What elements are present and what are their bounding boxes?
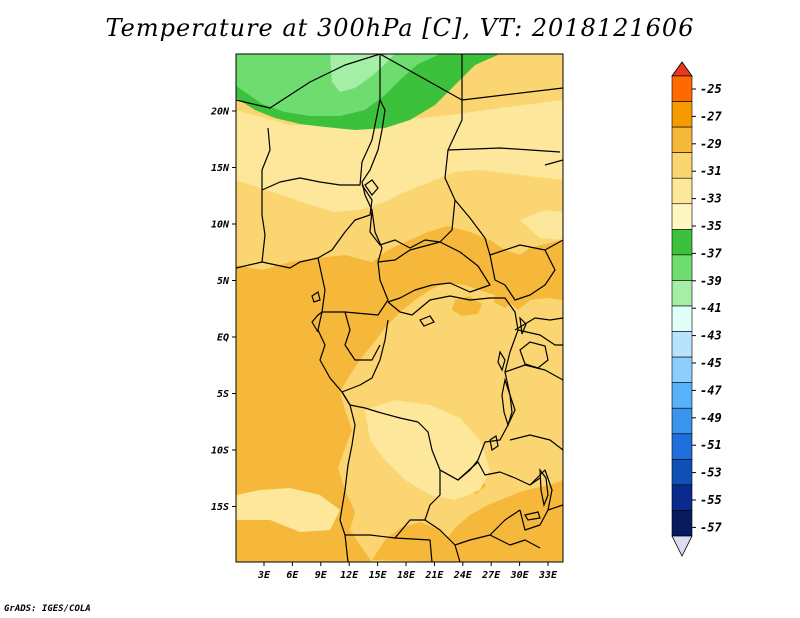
lat-tick-label: 10S — [211, 446, 229, 457]
band-t-41-43 — [330, 54, 395, 92]
colorbar-segment — [671, 280, 693, 307]
colorbar-segment — [671, 101, 693, 128]
colorbar-label: -43 — [700, 329, 722, 343]
lake-chad — [364, 179, 379, 196]
region-west-ocean-warm — [236, 226, 563, 562]
region-south-light — [236, 488, 340, 532]
colorbar-segment — [671, 229, 693, 256]
lake-kariba — [524, 511, 541, 521]
lat-tick-label: 20N — [210, 107, 230, 118]
lon-tick-label: 30E — [510, 570, 530, 581]
country-borders — [236, 54, 563, 562]
lake-mweru — [489, 435, 499, 451]
colorbar-segment — [671, 254, 693, 281]
credit-label: GrADS: IGES/COLA — [4, 604, 91, 614]
region-southwest-warm — [372, 522, 455, 562]
colorbar-label: -49 — [700, 411, 722, 425]
colorbar-bottom-arrow — [671, 535, 693, 557]
lon-tick-label: 18E — [397, 570, 416, 581]
lon-tick-label: 33E — [538, 570, 558, 581]
colorbar-segment — [671, 75, 693, 102]
lon-tick-label: 12E — [340, 570, 359, 581]
lon-tick-label: 21E — [424, 570, 444, 581]
colorbar-label: -55 — [700, 493, 722, 507]
lat-tick-label: 5N — [217, 276, 230, 287]
region-south-warm — [430, 480, 563, 562]
lat-tick-label: 15S — [211, 502, 229, 513]
map-frame — [235, 53, 564, 563]
lat-tick-label: 5S — [217, 389, 229, 400]
lat-axis: 20N 15N 10N 5N EQ 5S 10S 15S — [210, 107, 236, 513]
lat-tick-label: 10N — [211, 220, 230, 231]
colorbar-label: -31 — [700, 164, 722, 178]
colorbar-segment — [671, 356, 693, 383]
lake-albert — [519, 316, 527, 335]
colorbar-label: -27 — [700, 109, 722, 123]
colorbar-label: -39 — [700, 274, 722, 288]
colorbar-label: -25 — [700, 82, 722, 96]
colorbar-label: -37 — [700, 246, 722, 260]
colorbar-label: -45 — [700, 356, 722, 370]
colorbar-label: -53 — [700, 466, 722, 480]
region-central-blobs — [452, 288, 515, 494]
lon-tick-label: 15E — [369, 570, 388, 581]
lon-tick-label: 9E — [315, 570, 328, 581]
lat-tick-label: 15N — [211, 163, 230, 174]
region-ethiopia-light — [520, 210, 563, 240]
colorbar-label: -51 — [700, 438, 722, 452]
colorbar-segment — [671, 177, 693, 205]
chart-title: Temperature at 300hPa [C], VT: 201812160… — [105, 14, 695, 42]
colorbar-segment — [671, 382, 693, 409]
temperature-field — [236, 54, 563, 562]
colorbar-label: -57 — [700, 520, 722, 534]
colorbar-segment — [671, 433, 693, 460]
colorbar-segment — [671, 152, 693, 179]
lake-bangweulu — [419, 315, 435, 327]
lon-tick-label: 24E — [453, 570, 473, 581]
colorbar-segment — [671, 459, 693, 486]
lat-tick-label: EQ — [217, 333, 229, 344]
lake-volta-blob — [311, 291, 321, 303]
colorbar-segment — [671, 126, 693, 153]
lake-kivu — [497, 350, 506, 372]
colorbar-segment — [671, 203, 693, 230]
colorbar-label: -29 — [700, 137, 722, 151]
lake-victoria — [519, 341, 549, 369]
colorbar-top-arrow — [671, 61, 693, 77]
colorbar-segment — [671, 510, 693, 537]
colorbar-label: -35 — [700, 219, 722, 233]
colorbar: -25 -27 -29 -31 -33 -35 -37 -39 -41 -43 -45 -47 -49 -… — [671, 61, 722, 557]
region-angola-light — [365, 400, 490, 500]
lon-axis: 3E 6E 9E 12E 15E 18E 21E 24E 27E 30E 33E — [257, 562, 558, 581]
colorbar-segment — [671, 407, 693, 435]
colorbar-segment — [671, 305, 693, 332]
lake-tanganyika — [501, 377, 513, 428]
lon-tick-label: 6E — [286, 570, 299, 581]
colorbar-segment — [671, 331, 693, 358]
lakes — [311, 179, 549, 521]
colorbar-label: -47 — [700, 383, 722, 397]
lake-malawi — [539, 468, 549, 508]
lon-tick-label: 27E — [481, 570, 501, 581]
colorbar-segment — [671, 484, 693, 511]
colorbar-label: -33 — [700, 192, 722, 206]
lon-tick-label: 3E — [257, 570, 271, 581]
colorbar-label: -41 — [700, 301, 722, 315]
